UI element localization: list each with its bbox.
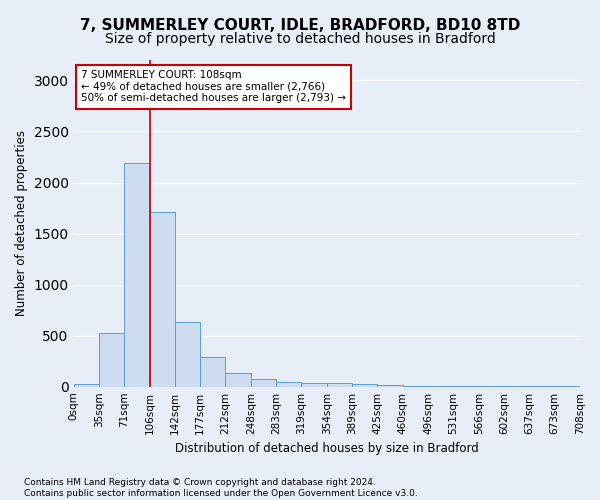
Bar — [327, 382, 352, 386]
Bar — [99, 333, 124, 386]
Bar — [175, 322, 200, 386]
Text: 7 SUMMERLEY COURT: 108sqm
← 49% of detached houses are smaller (2,766)
50% of se: 7 SUMMERLEY COURT: 108sqm ← 49% of detac… — [81, 70, 346, 103]
Bar — [200, 356, 226, 386]
Bar — [301, 382, 327, 386]
Bar — [377, 384, 403, 386]
Bar — [124, 163, 149, 386]
Bar — [352, 384, 377, 386]
Bar — [226, 374, 251, 386]
X-axis label: Distribution of detached houses by size in Bradford: Distribution of detached houses by size … — [175, 442, 479, 455]
Bar — [276, 382, 301, 386]
Text: Size of property relative to detached houses in Bradford: Size of property relative to detached ho… — [104, 32, 496, 46]
Text: Contains HM Land Registry data © Crown copyright and database right 2024.
Contai: Contains HM Land Registry data © Crown c… — [24, 478, 418, 498]
Y-axis label: Number of detached properties: Number of detached properties — [15, 130, 28, 316]
Bar — [74, 384, 99, 386]
Text: 7, SUMMERLEY COURT, IDLE, BRADFORD, BD10 8TD: 7, SUMMERLEY COURT, IDLE, BRADFORD, BD10… — [80, 18, 520, 32]
Bar — [149, 212, 175, 386]
Bar — [251, 379, 276, 386]
